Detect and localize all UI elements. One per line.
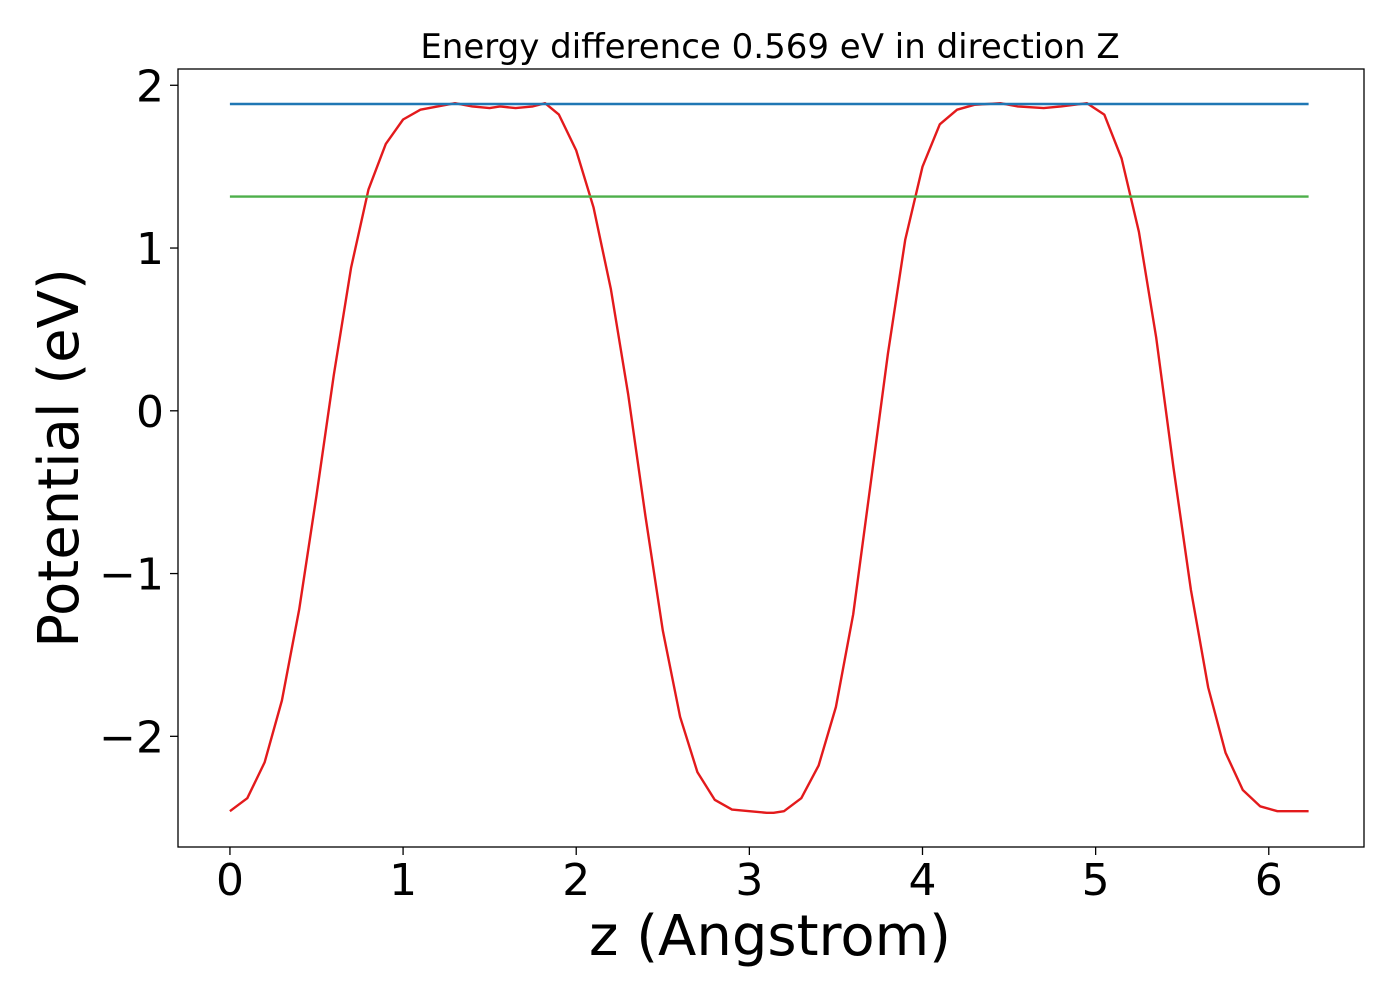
- x-tick-label: 0: [216, 855, 244, 906]
- y-tick-label: −2: [99, 712, 164, 763]
- y-tick-label: 0: [136, 387, 164, 438]
- y-tick-label: 2: [136, 61, 164, 112]
- x-tick-label: 1: [389, 855, 417, 906]
- y-tick-label: 1: [136, 224, 164, 275]
- y-axis-label: Potential (eV): [27, 268, 92, 648]
- x-axis-label: z (Angstrom): [589, 904, 951, 969]
- x-tick-label: 5: [1082, 855, 1110, 906]
- plot-area: [229, 101, 1309, 814]
- x-tick-label: 4: [908, 855, 936, 906]
- y-tick-label: −1: [99, 550, 164, 601]
- potential-curve: [229, 101, 1309, 814]
- x-tick-label: 3: [735, 855, 763, 906]
- x-tick-label: 6: [1255, 855, 1283, 906]
- y-axis: −2 −1 0 1 2: [99, 61, 178, 763]
- chart-title: Energy difference 0.569 eV in direction …: [420, 27, 1119, 67]
- x-axis: 0 1 2 3 4 5 6: [216, 847, 1283, 906]
- plot-frame: [177, 68, 1365, 848]
- x-tick-label: 2: [562, 855, 590, 906]
